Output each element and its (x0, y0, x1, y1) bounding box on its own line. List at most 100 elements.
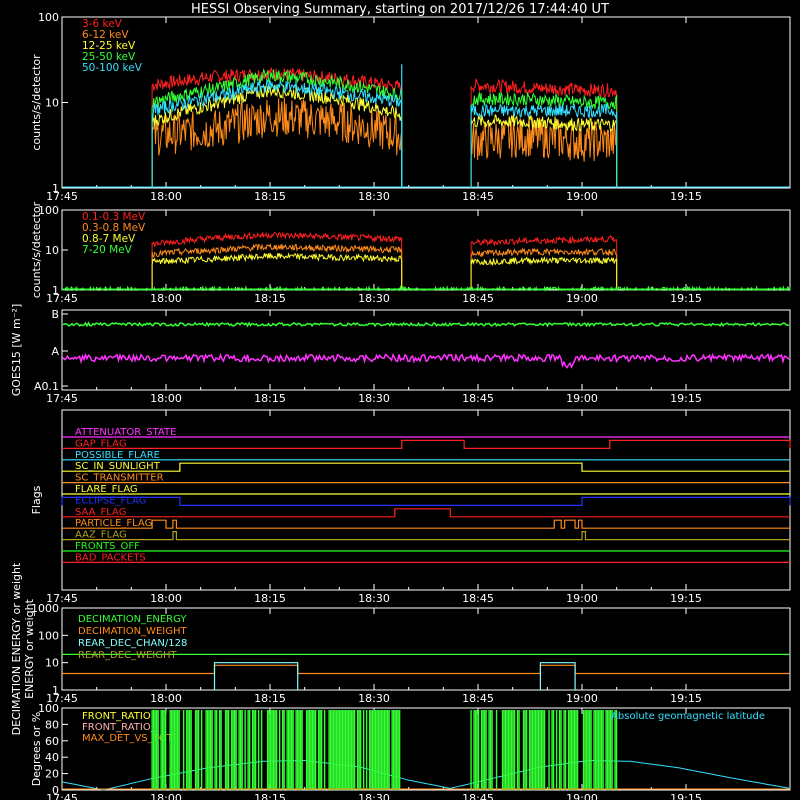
legend-entry: REAR_DEC_WEIGHT (78, 650, 177, 661)
y-axis-label: counts/s/detector (30, 201, 43, 298)
legend-entry: DECIMATION_ENERGY (78, 614, 187, 625)
x-tick-label: 18:15 (254, 592, 286, 605)
y-tick-label: 40 (45, 751, 59, 764)
y-tick-label: 10 (45, 657, 59, 670)
flag-label: POSSIBLE_FLARE (75, 450, 160, 461)
x-tick-label: 18:45 (462, 190, 494, 203)
panel-frame (61, 707, 791, 791)
x-tick-label: 18:30 (358, 592, 390, 605)
flag-label: BAD_PACKETS (75, 552, 146, 563)
goes-line-green (62, 321, 790, 328)
y-tick-label: A0.1 (34, 380, 59, 393)
legend-entry: DECIMATION_WEIGHT (78, 626, 187, 637)
flag-line (62, 462, 790, 472)
goes-line-magenta (62, 352, 790, 369)
panel-frame (61, 209, 791, 291)
legend-entry: 3-6 keV (82, 18, 123, 30)
y-tick-label: A (51, 345, 59, 358)
panel-hxr: 17:45 18:00 18:15 18:30 18:45 19:00 19:15 count… (30, 11, 791, 203)
y-tick-label: 10 (45, 97, 59, 110)
flag-line (62, 439, 791, 449)
x-tick-label: 18:30 (358, 792, 390, 800)
series-line-0-1-0-3-mev (470, 234, 618, 291)
x-tick-label: 18:00 (150, 190, 182, 203)
legend-entry: 12-25 keV (82, 40, 136, 52)
flag-label: FLARE_FLAG (75, 484, 138, 495)
x-tick-label: 18:00 (150, 592, 182, 605)
x-tick-label: 19:15 (670, 292, 702, 305)
series-line-12-25-kev (470, 113, 618, 189)
flag-label: ECLIPSE_FLAG (75, 495, 146, 506)
x-tick-label: 17:45 (46, 792, 78, 800)
x-tick-label: 19:15 (670, 190, 702, 203)
flag-label: AAZ_FLAG (75, 530, 127, 541)
x-tick-label: 18:15 (254, 392, 286, 405)
flag-line (62, 519, 790, 529)
x-tick-label: 19:00 (566, 292, 598, 305)
x-tick-label: 17:45 (46, 292, 78, 305)
series-line-0-3-0-8-mev (470, 247, 618, 291)
series-line-0-1-0-3-mev (151, 231, 403, 291)
series-line-6-12-kev (470, 117, 618, 189)
y-tick-label: 1 (52, 182, 59, 195)
flag-label: ATTENUATOR_STATE (75, 427, 176, 438)
x-tick-label: 18:15 (254, 692, 286, 705)
panels: 17:45 18:00 18:15 18:30 18:45 19:00 19:15 count… (10, 11, 791, 800)
x-tick-label: 18:00 (150, 392, 182, 405)
flag-line (62, 508, 790, 518)
x-tick-label: 18:45 (462, 792, 494, 800)
legend-entry: 0.8-7 MeV (82, 233, 136, 245)
x-tick-label: 18:00 (150, 292, 182, 305)
legend-entry: FRONT_RATIO (82, 711, 151, 722)
y-tick-label: B (51, 308, 59, 321)
flag-line (61, 496, 791, 506)
legend-entry: 6-12 keV (82, 29, 129, 41)
x-tick-label: 19:00 (566, 392, 598, 405)
x-tick-label: 19:00 (566, 190, 598, 203)
y-axis-label: GOES15 [W m⁻²] (10, 304, 23, 397)
annotation-label: Absolute geomagnetic latitude (611, 711, 765, 722)
series-line-25-50-kev (151, 68, 403, 189)
x-tick-label: 18:15 (254, 792, 286, 800)
x-tick-label: 18:00 (150, 692, 182, 705)
series-line-6-12-kev (151, 97, 403, 189)
panel-decimation: 17:45 18:00 18:15 18:30 18:45 19:00 19:15 DECIM… (10, 562, 791, 735)
legend-entry: MAX_DET_VS_TOT (82, 733, 174, 744)
y-axis-label: Degrees or % (30, 712, 43, 786)
y-tick-label: 100 (38, 11, 59, 24)
x-tick-label: 19:15 (670, 392, 702, 405)
legend-entry: 25-50 keV (82, 51, 136, 63)
panel-gamma: 17:45 18:00 18:15 18:30 18:45 19:00 19:15 count… (30, 201, 791, 305)
y-tick-label: 80 (45, 718, 59, 731)
y-tick-label: 1 (52, 684, 59, 697)
x-tick-label: 18:45 (462, 692, 494, 705)
legend-entry: FRONT_RATIO_ (82, 722, 157, 733)
y-axis-label-2: ENERGY or weight (23, 598, 36, 698)
x-tick-label: 18:45 (462, 592, 494, 605)
series-line-12-25-kev (151, 84, 403, 189)
y-axis-label: counts/s/detector (30, 54, 43, 151)
decimation-line (62, 664, 790, 675)
x-tick-label: 17:45 (46, 392, 78, 405)
y-tick-label: 10 (45, 244, 59, 257)
x-tick-label: 19:00 (566, 792, 598, 800)
legend-entry: REAR_DEC_CHAN/128 (78, 638, 187, 649)
x-tick-label: 19:15 (670, 792, 702, 800)
x-tick-label: 19:15 (670, 592, 702, 605)
series-line-0-8-7-mev (470, 255, 618, 291)
x-tick-label: 18:30 (358, 692, 390, 705)
flag-label: PARTICLE_FLAG (75, 518, 152, 529)
legend-entry: 50-100 keV (82, 62, 143, 74)
x-tick-label: 19:00 (566, 592, 598, 605)
y-tick-label: 1 (52, 284, 59, 297)
chart-title: HESSI Observing Summary, starting on 201… (191, 2, 609, 17)
x-tick-label: 18:45 (462, 292, 494, 305)
x-tick-label: 18:30 (358, 292, 390, 305)
series-line-3-6-kev (151, 67, 403, 189)
x-tick-label: 18:30 (358, 190, 390, 203)
x-tick-label: 18:30 (358, 392, 390, 405)
y-axis-label: Flags (30, 485, 43, 514)
y-tick-label: 100 (38, 702, 59, 715)
x-tick-label: 19:15 (670, 692, 702, 705)
series-line-7-20-mev (62, 285, 791, 292)
